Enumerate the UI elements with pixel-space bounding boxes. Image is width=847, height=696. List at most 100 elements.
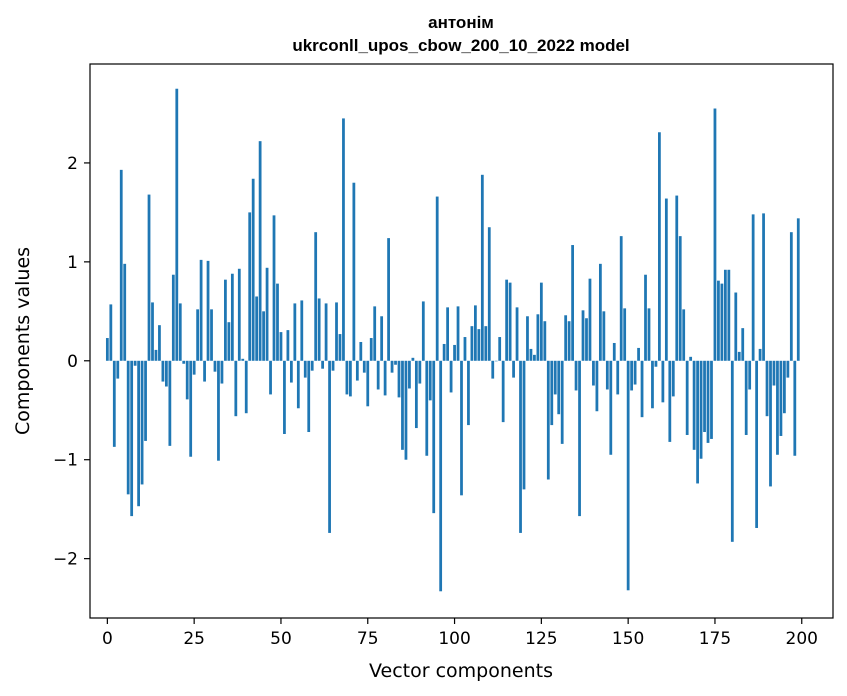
bar (748, 360, 752, 390)
bar (178, 303, 182, 361)
bar (144, 360, 147, 441)
bar (116, 360, 120, 379)
bar (744, 360, 748, 435)
bar (359, 341, 363, 361)
bar (668, 360, 672, 442)
bar (453, 344, 456, 361)
bar (689, 356, 693, 361)
x-tick-label: 100 (438, 629, 470, 649)
bar (258, 141, 262, 361)
bar (397, 360, 401, 398)
bar (720, 283, 724, 361)
x-tick-label: 50 (270, 629, 292, 649)
bar (564, 315, 568, 361)
x-tick-label: 0 (102, 629, 113, 649)
bar (487, 227, 491, 361)
bar (529, 348, 533, 361)
bar (519, 360, 522, 533)
bar (387, 238, 390, 361)
y-tick-label: −1 (53, 451, 78, 471)
bar (366, 360, 370, 407)
bar (421, 301, 425, 361)
bar (779, 360, 783, 436)
bar (682, 309, 686, 361)
bar (685, 360, 689, 435)
bar (272, 215, 276, 361)
bar (140, 360, 144, 485)
bar (769, 360, 772, 487)
bar (533, 354, 536, 361)
bar (321, 360, 325, 369)
bar (269, 360, 272, 395)
bar (352, 182, 356, 361)
bar (182, 360, 186, 364)
bar (550, 360, 554, 426)
bar (362, 360, 366, 373)
bar (401, 360, 404, 450)
bar (543, 321, 547, 361)
bar (536, 314, 540, 361)
bar (203, 360, 206, 382)
bar (578, 360, 581, 517)
bar (355, 360, 359, 381)
bar (442, 343, 446, 361)
bar (133, 360, 137, 366)
bar (317, 298, 321, 361)
bar (796, 218, 800, 361)
bar (418, 360, 422, 384)
y-tick-label: 2 (67, 154, 78, 174)
bar (289, 360, 293, 383)
bar (598, 263, 602, 361)
bar (751, 214, 755, 361)
bar (286, 330, 290, 361)
y-axis-label: Components values (12, 247, 34, 435)
bar (644, 274, 647, 361)
bar (730, 360, 734, 542)
bar (588, 278, 592, 361)
bar (342, 118, 345, 361)
bar (501, 360, 505, 423)
bar (349, 360, 352, 397)
bar (762, 213, 765, 361)
bar (314, 232, 318, 361)
bar (480, 174, 484, 361)
bar (244, 360, 248, 414)
bar (484, 326, 488, 361)
chart-subtitle: ukrconll_upos_cbow_200_10_2022 model (292, 36, 629, 55)
bar (265, 267, 269, 361)
bar (404, 360, 408, 460)
bar (710, 360, 713, 439)
bar (175, 88, 179, 361)
bar (335, 302, 338, 361)
x-tick-label: 150 (612, 629, 644, 649)
bar (553, 360, 557, 395)
bar (470, 326, 474, 361)
bar (505, 279, 509, 361)
bar (491, 360, 495, 379)
bar (571, 245, 574, 361)
bar (522, 360, 526, 490)
bar (678, 236, 682, 361)
bar (276, 283, 279, 361)
bar (164, 360, 168, 387)
bar (262, 311, 265, 361)
bar (414, 360, 418, 429)
bar (671, 360, 675, 397)
y-tick-label: −2 (53, 550, 78, 570)
bar (380, 316, 384, 361)
bar (723, 269, 727, 361)
bar (338, 334, 342, 361)
plot-frame (89, 63, 834, 619)
bar (515, 307, 519, 361)
bar (300, 300, 304, 361)
bar (786, 360, 790, 378)
bar (467, 360, 470, 426)
bar (616, 360, 620, 395)
bar (449, 360, 453, 393)
bar (328, 360, 331, 533)
bar (210, 309, 213, 361)
bar (217, 360, 220, 461)
bar (592, 360, 595, 386)
bar (119, 169, 123, 361)
bar (425, 360, 429, 456)
